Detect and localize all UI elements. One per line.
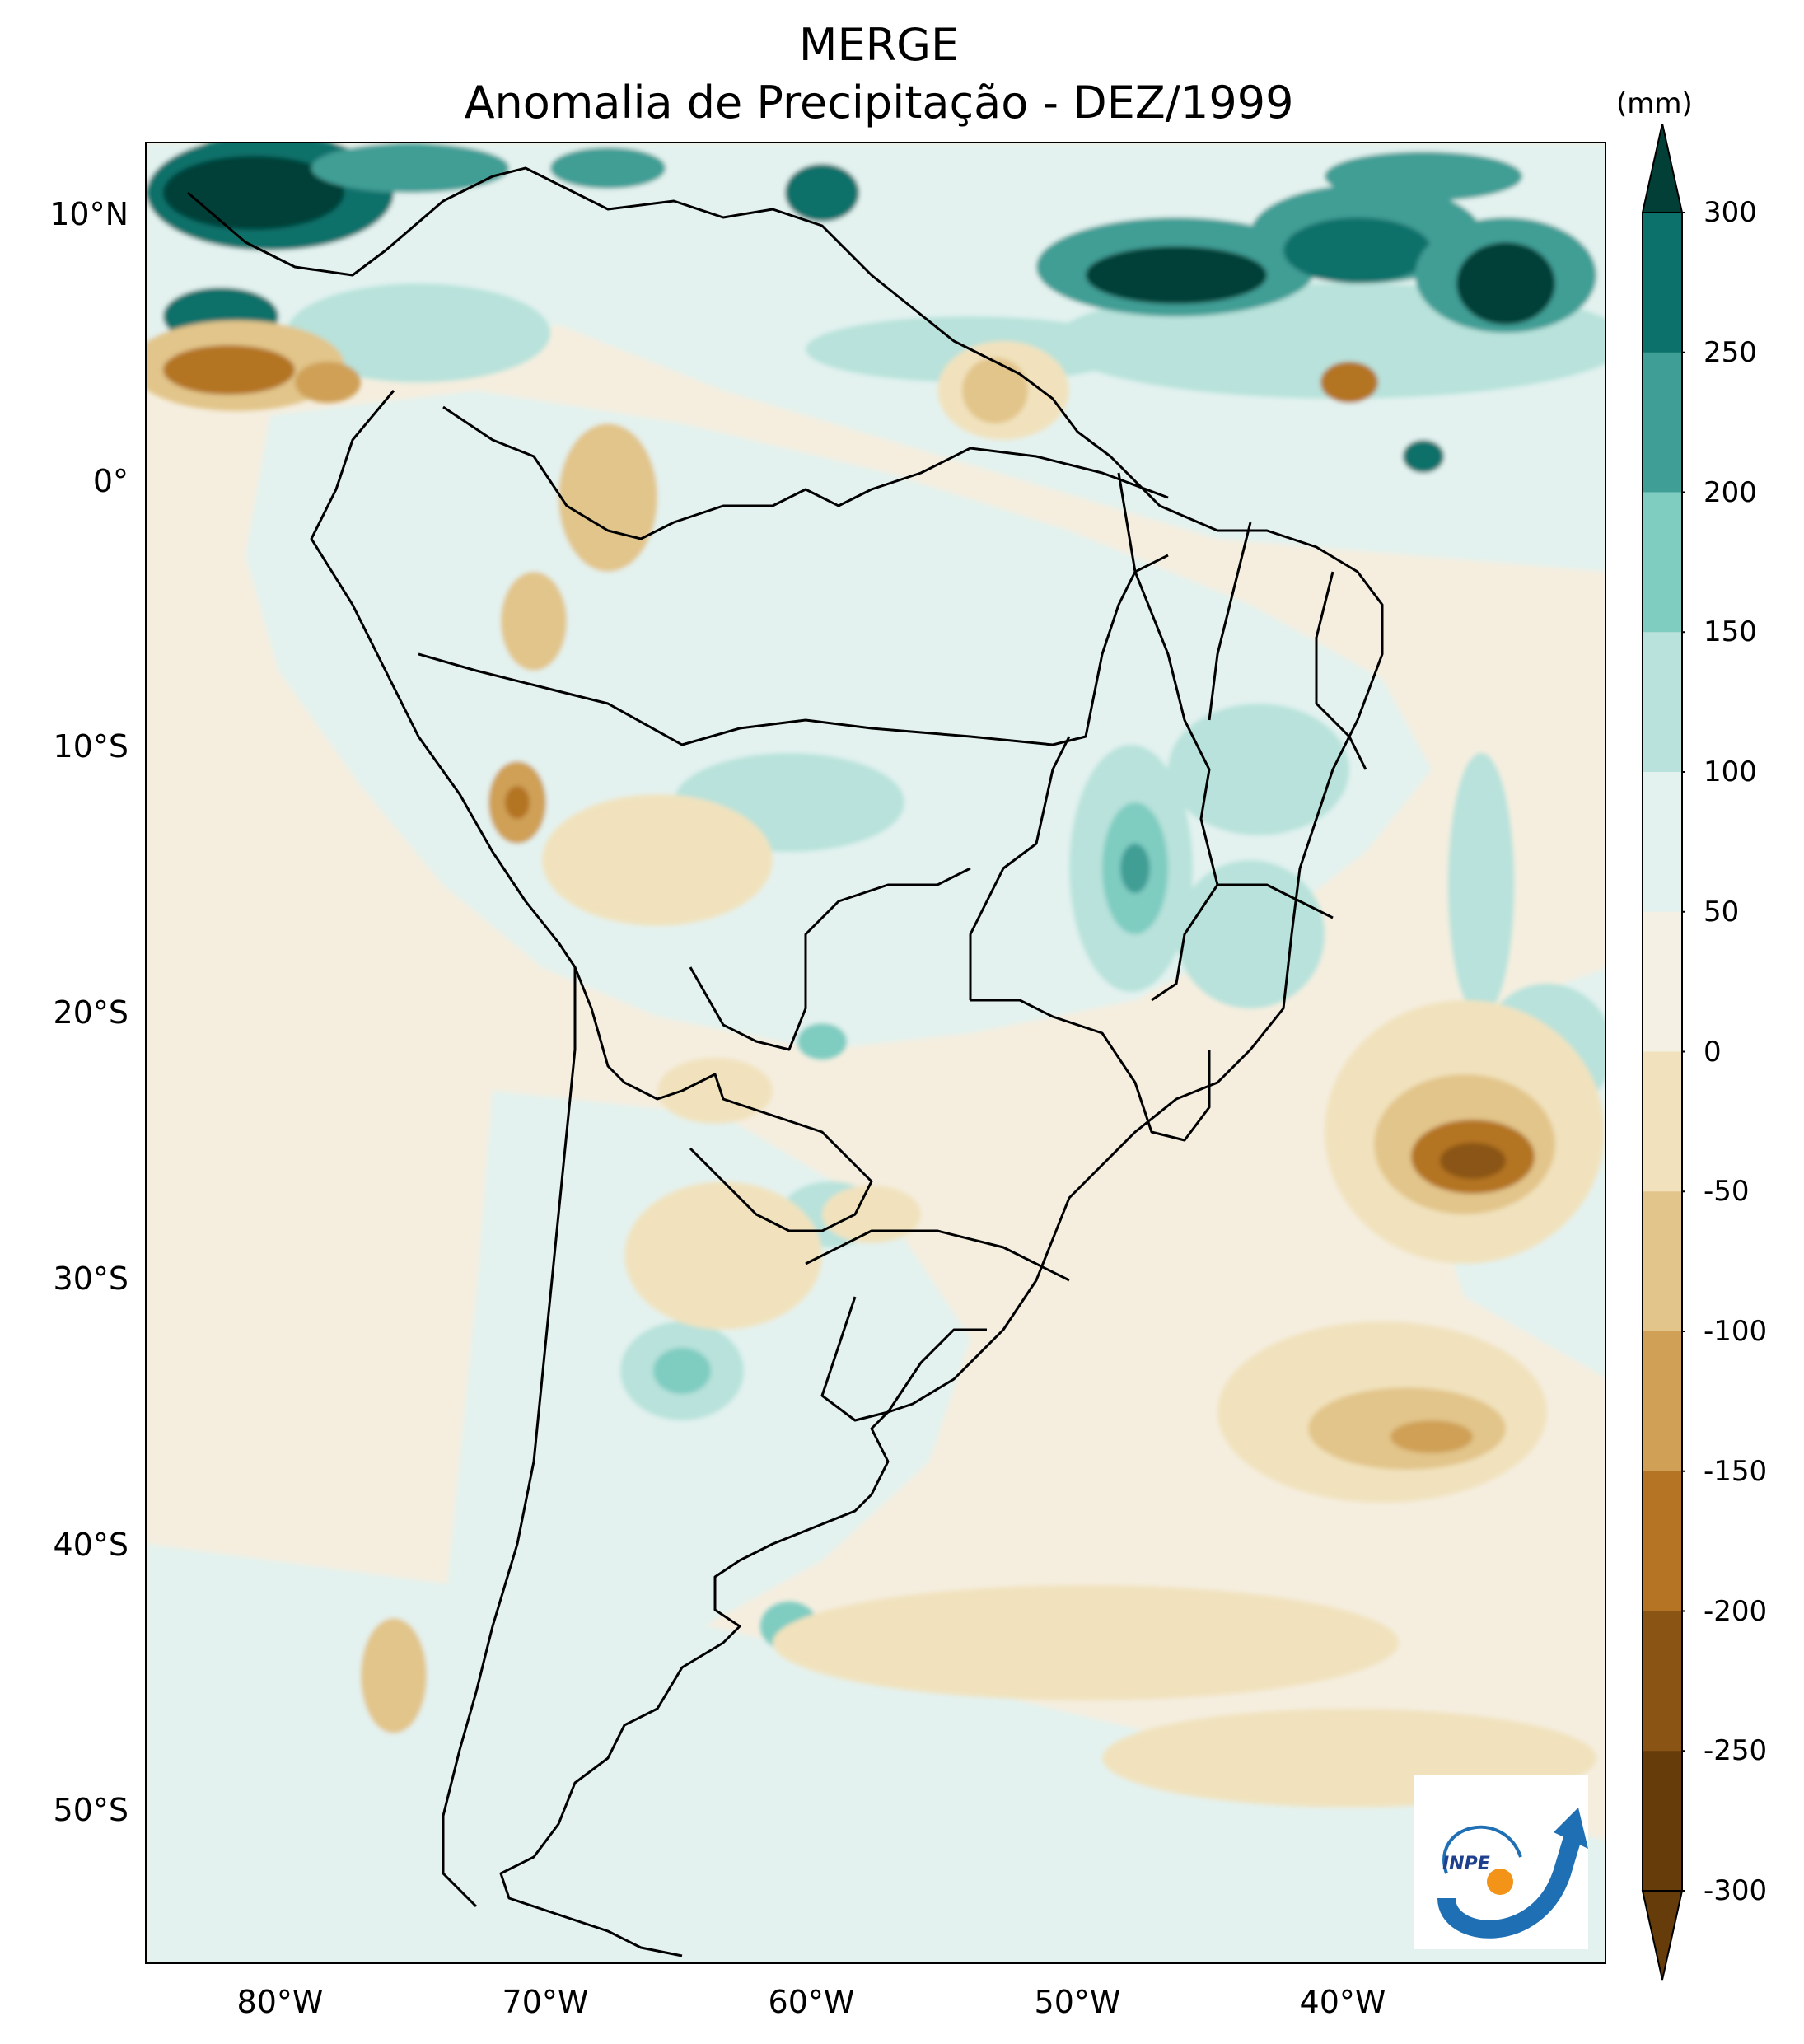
- x-tick-label: 70°W: [502, 1984, 589, 2020]
- x-tick-label: 50°W: [1034, 1984, 1121, 2020]
- colorbar-bin: [1643, 911, 1682, 1052]
- x-tick-label: 60°W: [768, 1984, 855, 2020]
- colorbar-bin: [1643, 1471, 1682, 1611]
- colorbar-bin: [1643, 1611, 1682, 1752]
- colorbar-bin: [1643, 1051, 1682, 1192]
- colorbar-tick-label: 300: [1704, 196, 1757, 229]
- y-tick-label: 30°S: [53, 1261, 129, 1297]
- colorbar-tick-label: 150: [1704, 615, 1757, 649]
- colorbar-bin: [1643, 772, 1682, 913]
- colorbar-tick-label: -200: [1704, 1594, 1768, 1628]
- svg-text:INPE: INPE: [1442, 1854, 1490, 1874]
- y-tick-label: 10°S: [53, 728, 129, 765]
- colorbar-tick-label: -100: [1704, 1315, 1768, 1348]
- colorbar-bin: [1643, 352, 1682, 493]
- colorbar-tick-label: -150: [1704, 1454, 1768, 1488]
- x-tick-label: 80°W: [236, 1984, 324, 2020]
- precipitation-anomaly-map: [145, 142, 1606, 1964]
- colorbar-bin: [1643, 213, 1682, 353]
- colorbar-bin: [1643, 632, 1682, 773]
- colorbar-bin: [1643, 1751, 1682, 1892]
- y-tick-label: 50°S: [53, 1792, 129, 1828]
- colorbar-extend-low: [1641, 1890, 1684, 1981]
- x-tick-label: 40°W: [1299, 1984, 1386, 2020]
- colorbar-tick-label: 100: [1704, 755, 1757, 788]
- colorbar: [1641, 124, 1685, 1981]
- colorbar-bin: [1643, 1191, 1682, 1332]
- colorbar-bin: [1643, 492, 1682, 633]
- map-subtitle: Anomalia de Precipitação - DEZ/1999: [464, 77, 1294, 129]
- colorbar-extend-high: [1641, 124, 1684, 213]
- y-tick-label: 0°: [92, 463, 129, 499]
- colorbar-tick-label: 50: [1704, 895, 1740, 928]
- colorbar-tick-label: -250: [1704, 1734, 1768, 1768]
- y-tick-label: 40°S: [53, 1527, 129, 1563]
- coastline-borders: [187, 166, 1384, 1957]
- anomaly-fields: [147, 143, 1605, 1962]
- colorbar-tick-label: 0: [1704, 1035, 1722, 1069]
- colorbar-tick-label: 250: [1704, 335, 1757, 369]
- colorbar-tick-label: -300: [1704, 1874, 1768, 1907]
- colorbar-tick-label: 200: [1704, 475, 1757, 509]
- y-tick-label: 10°N: [49, 196, 129, 232]
- colorbar-tick-label: -50: [1704, 1175, 1750, 1209]
- map-title: MERGE: [798, 19, 960, 71]
- colorbar-unit: (mm): [1616, 87, 1693, 120]
- colorbar-bin: [1643, 1331, 1682, 1472]
- inpe-logo: INPE: [1414, 1775, 1588, 1949]
- y-tick-label: 20°S: [53, 994, 129, 1031]
